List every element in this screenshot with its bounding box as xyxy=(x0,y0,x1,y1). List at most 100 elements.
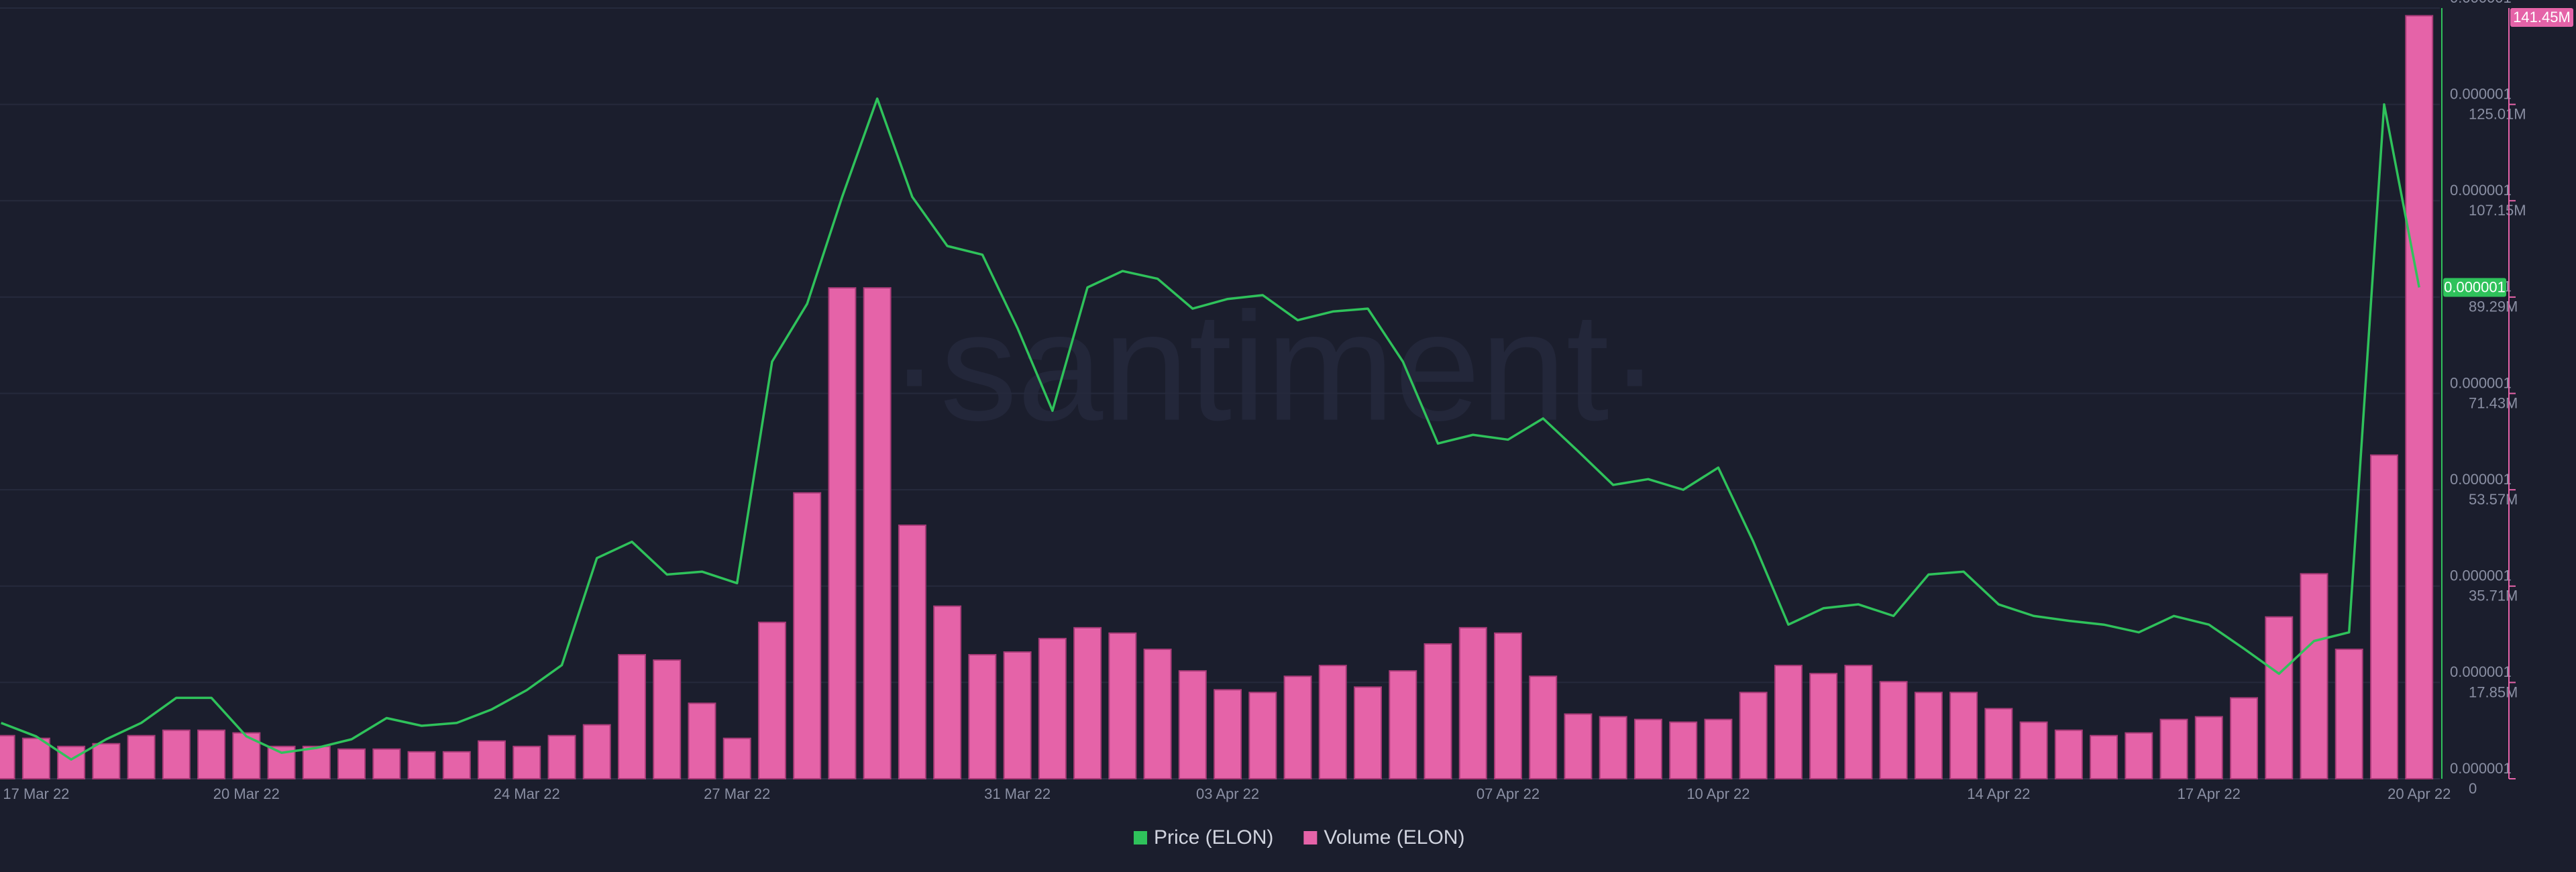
last-value-label: 0.000001 xyxy=(2444,278,2506,295)
volume-bar xyxy=(407,751,436,779)
volume-bar xyxy=(1458,626,1487,780)
volume-bar xyxy=(1248,692,1277,780)
y-tick-label: 0.000001 xyxy=(2450,0,2512,6)
y-tick-label: 0.000001 xyxy=(2450,760,2512,777)
y2-tick-label: 89.29M xyxy=(2469,298,2518,315)
x-tick-label: 24 Mar 22 xyxy=(494,785,560,802)
volume-bar xyxy=(197,729,226,779)
volume-bar xyxy=(302,745,331,779)
volume-bar xyxy=(1003,651,1032,780)
volume-bar xyxy=(57,745,86,779)
volume-bar xyxy=(442,751,471,779)
volume-bar xyxy=(1809,673,1838,779)
watermark: ·santiment· xyxy=(889,280,1660,453)
volume-bar xyxy=(1354,686,1383,779)
volume-bar xyxy=(2090,734,2118,779)
volume-bar xyxy=(1073,626,1102,780)
volume-bar xyxy=(2125,732,2153,779)
last-value-badge xyxy=(2443,278,2506,297)
volume-bar xyxy=(1633,718,1662,779)
legend-swatch xyxy=(1303,831,1318,844)
y2-tick-label: 0 xyxy=(2469,780,2477,797)
y2-tick-label: 35.71M xyxy=(2469,588,2518,604)
y2-tick-label: 125.01M xyxy=(2469,105,2526,122)
volume-bar xyxy=(513,745,541,779)
volume-bar xyxy=(1424,643,1452,780)
volume-bar xyxy=(1914,692,1943,780)
volume-bar xyxy=(1318,665,1347,779)
volume-bar xyxy=(1214,689,1242,780)
y2-tick-label: 107.15M xyxy=(2469,202,2526,219)
x-tick-label: 31 Mar 22 xyxy=(984,785,1051,802)
volume-bar xyxy=(582,724,611,780)
volume-bar xyxy=(757,621,786,779)
volume-bar xyxy=(863,287,892,779)
y-tick-label: 0.000001 xyxy=(2450,85,2512,102)
y2-tick-label: 71.43M xyxy=(2469,394,2518,411)
volume-bar xyxy=(617,654,646,779)
y-tick-label: 0.000001 xyxy=(2450,567,2512,584)
volume-bar xyxy=(1178,670,1207,779)
last-value-badge xyxy=(2510,8,2573,27)
x-tick-label: 17 Apr 22 xyxy=(2178,785,2241,802)
x-tick-label: 17 Mar 22 xyxy=(3,785,69,802)
x-tick-label: 07 Apr 22 xyxy=(1477,785,1540,802)
volume-bar xyxy=(828,287,857,779)
volume-bar xyxy=(1844,665,1873,779)
volume-bar xyxy=(1949,692,1978,780)
volume-bar xyxy=(1704,718,1733,779)
volume-bar xyxy=(372,748,401,779)
volume-bar xyxy=(1143,648,1172,779)
volume-bar xyxy=(722,737,751,780)
volume-bar xyxy=(2369,454,2398,779)
x-tick-label: 14 Apr 22 xyxy=(1967,785,2030,802)
volume-bar xyxy=(1529,675,1558,780)
legend-label: Volume (ELON) xyxy=(1324,826,1464,849)
volume-bar xyxy=(0,734,15,779)
volume-bar xyxy=(2334,648,2363,779)
y2-tick-label: 17.85M xyxy=(2469,684,2518,700)
volume-bar xyxy=(1879,681,1908,779)
volume-bar xyxy=(2405,15,2434,779)
volume-bar xyxy=(1984,708,2013,780)
volume-bar xyxy=(1283,675,1312,780)
volume-bar xyxy=(793,492,822,779)
x-tick-label: 20 Mar 22 xyxy=(213,785,280,802)
volume-bar xyxy=(547,734,576,779)
volume-bar xyxy=(162,729,191,779)
legend-swatch xyxy=(1134,831,1147,844)
price-line xyxy=(1,97,2420,761)
y-tick-label: 0.000001 xyxy=(2450,471,2512,488)
volume-bar xyxy=(933,605,962,779)
x-tick-label: 03 Apr 22 xyxy=(1196,785,1259,802)
y-tick-label: 0.000001 xyxy=(2450,182,2512,199)
volume-bar xyxy=(2019,721,2048,780)
y-tick-label: 0.000001 xyxy=(2450,663,2512,680)
volume-bar xyxy=(968,654,997,779)
volume-bar xyxy=(92,743,121,780)
volume-bar xyxy=(127,734,156,779)
volume-bar xyxy=(688,702,716,779)
volume-bar xyxy=(1774,665,1803,779)
y-tick-label: 0.000001 xyxy=(2450,374,2512,391)
volume-bar xyxy=(1599,716,1627,779)
volume-bar xyxy=(478,740,506,780)
volume-bar xyxy=(2194,716,2223,779)
volume-bar xyxy=(2230,697,2259,779)
volume-bar xyxy=(2265,616,2294,779)
volume-bar xyxy=(1038,637,1067,779)
volume-bar xyxy=(1739,692,1768,780)
volume-bar xyxy=(1564,713,1593,779)
volume-bar xyxy=(2159,718,2188,779)
legend-label: Price (ELON) xyxy=(1154,826,1273,849)
last-value-label: 141.45M xyxy=(2513,9,2571,25)
x-tick-label: 27 Mar 22 xyxy=(704,785,770,802)
x-tick-label: 20 Apr 22 xyxy=(2387,785,2451,802)
volume-bar xyxy=(1108,632,1137,779)
volume-bar xyxy=(898,525,926,779)
volume-bar xyxy=(2054,729,2083,779)
volume-bar xyxy=(1389,670,1417,779)
volume-bar xyxy=(21,737,50,780)
volume-bar xyxy=(1669,721,1698,780)
